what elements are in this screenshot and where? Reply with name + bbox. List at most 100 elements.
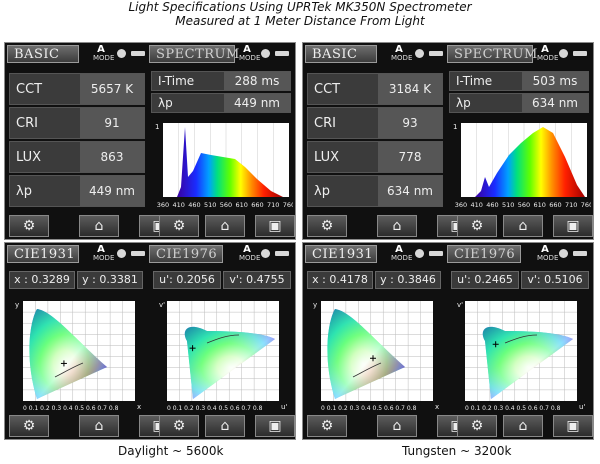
tab-basic[interactable]: BASIC [305,45,377,63]
row-lux: LUX 778 [307,141,443,173]
save-button[interactable]: ▣ [553,415,593,437]
cie-x-axis-label: x [137,403,141,411]
spectrum-x-tick: 710 [267,201,279,209]
lp2-label: λp [456,96,471,110]
mode-icon[interactable]: A MODE [537,45,558,63]
settings-button[interactable]: ⚙ [457,215,497,237]
home-button[interactable]: ⌂ [205,215,245,237]
lp-value: 449 nm [80,176,144,206]
tab-basic[interactable]: BASIC [7,45,79,63]
tab-cie1931[interactable]: CIE1931 [7,245,79,263]
mode-icon[interactable]: A MODE [239,244,260,263]
save-button[interactable]: ▣ [255,415,295,437]
spectrum-x-tick: 510 [502,201,514,209]
mode-icon[interactable]: A MODE [391,45,412,63]
gear-icon: ⚙ [172,218,186,234]
spectrum-x-tick: 410 [471,201,483,209]
tab-cie1931[interactable]: CIE1931 [305,245,377,263]
row-cri: CRI 93 [307,107,443,139]
home-button[interactable]: ⌂ [79,215,119,237]
mode-icon[interactable]: A MODE [537,245,558,263]
cie-x-axis-label: u' [281,403,287,411]
row-lp2: λp 449 nm [151,93,291,113]
home-icon: ⌂ [518,418,528,434]
daylight-basic-tab-bar: BASIC A MODE SPECTRUM A MODE [5,43,295,65]
settings-button[interactable]: ⚙ [159,215,199,237]
record-icon [559,49,568,58]
gear-icon: ⚙ [22,218,36,234]
tab-spectrum[interactable]: SPECTRUM [149,45,239,63]
itime-value: 288 ms [224,72,290,90]
save-icon: ▣ [566,418,580,434]
cie1931-chart: y x 0 0.1 0.2 0.3 0.4 0.5 0.6 0.7 0.8 [15,301,141,412]
mode-icon[interactable]: A MODE [93,245,114,263]
tab-spectrum[interactable]: SPECTRUM [447,45,537,63]
cie-x-axis-label: u' [579,403,585,411]
home-button[interactable]: ⌂ [205,415,245,437]
cie1976-chart: v' u' 0 0.1 0.2 0.3 0.4 0.5 0.6 0.7 0.8 [457,301,585,412]
planckian-locus [352,362,382,378]
x-coordinate: x : 0.4178 [307,271,373,289]
battery-icon [429,251,443,256]
settings-button[interactable]: ⚙ [307,215,347,237]
mode-word: MODE [537,54,559,62]
gear-icon: ⚙ [22,418,36,434]
tab-cie1976[interactable]: CIE1976 [149,245,223,263]
v-coordinate: v': 0.5106 [521,271,589,289]
spectrum-x-tick: 610 [236,201,248,209]
lux-label: LUX [16,150,42,165]
record-icon [117,49,126,58]
record-icon [261,249,270,258]
home-button[interactable]: ⌂ [503,415,543,437]
home-button[interactable]: ⌂ [377,215,417,237]
cct-value: 3184 K [378,74,442,104]
y-coordinate: y : 0.3846 [375,271,441,289]
tab-cie1976[interactable]: CIE1976 [447,245,521,263]
cie-x-axis-label: x [435,403,439,411]
cie-x-ticks: 0 0.1 0.2 0.3 0.4 0.5 0.6 0.7 0.8 [23,405,119,412]
daylight-basic-panel: BASIC A MODE SPECTRUM A MODE CCT 5657 K CRI 91 LUX… [4,42,296,240]
save-button[interactable]: ▣ [255,215,295,237]
spectrum-x-tick: 410 [173,201,185,209]
cri-label: CRI [314,116,336,131]
settings-button[interactable]: ⚙ [9,215,49,237]
battery-icon [131,251,145,256]
cie-x-ticks: 0 0.1 0.2 0.3 0.4 0.5 0.6 0.7 0.8 [465,405,561,412]
figure-header: Light Specifications Using UPRTek MK350N… [0,0,600,28]
cie-y-axis-label: y [313,301,317,309]
row-itime: I-Time 503 ms [449,71,589,91]
settings-button[interactable]: ⚙ [159,415,199,437]
lp2-label: λp [158,96,173,110]
settings-button[interactable]: ⚙ [9,415,49,437]
mode-icon[interactable]: A MODE [93,45,114,63]
y-coordinate: y : 0.3381 [77,271,143,289]
battery-icon [275,251,289,256]
gear-icon: ⚙ [320,218,334,234]
x-coordinate: x : 0.3289 [9,271,75,289]
battery-icon [573,51,587,56]
daylight-caption: Daylight ~ 5600k [118,444,224,458]
planckian-locus [504,334,538,344]
mode-letter: A [243,244,251,255]
spectrum-x-tick: 760 [283,201,293,209]
spectrum-x-tick: 510 [204,201,216,209]
home-button[interactable]: ⌂ [503,215,543,237]
lp2-value: 449 nm [224,94,290,112]
cie-y-axis-label: y [15,301,19,309]
save-button[interactable]: ▣ [553,215,593,237]
save-icon: ▣ [268,218,282,234]
cie-gamut-tint [29,309,107,399]
mode-icon[interactable]: A MODE [239,45,260,63]
spectrum-x-tick: 610 [534,201,546,209]
home-icon: ⌂ [220,418,230,434]
spectrum-x-tick: 660 [549,201,561,209]
settings-button[interactable]: ⚙ [457,415,497,437]
row-lp2: λp 634 nm [449,93,589,113]
home-icon: ⌂ [392,418,402,434]
settings-button[interactable]: ⚙ [307,415,347,437]
header-line-2: Measured at 1 Meter Distance From Light [175,14,425,28]
mode-icon[interactable]: A MODE [391,245,412,263]
home-button[interactable]: ⌂ [79,415,119,437]
lp-label: λp [314,184,330,199]
home-button[interactable]: ⌂ [377,415,417,437]
